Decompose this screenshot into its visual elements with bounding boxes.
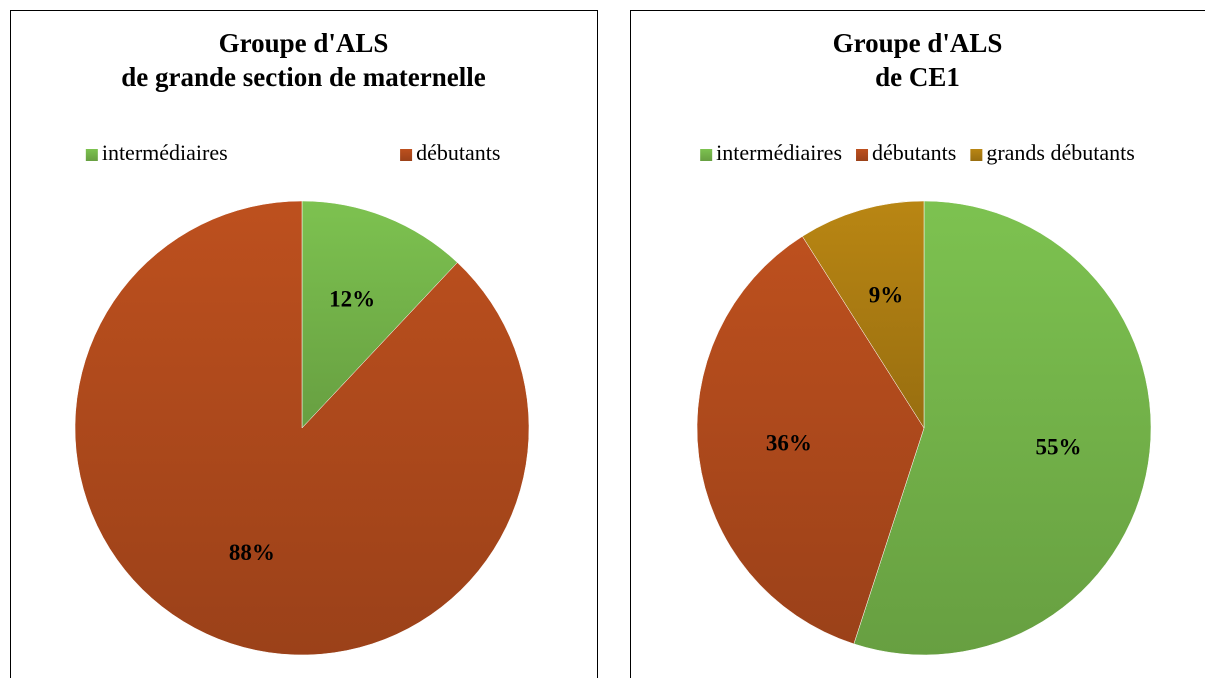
- legend-swatch: [970, 149, 983, 161]
- legend-label: débutants: [872, 140, 956, 165]
- panel-frame: [630, 10, 1205, 678]
- legend-swatch: [400, 149, 413, 161]
- chart-title: Groupe d'ALS: [833, 28, 1003, 58]
- pie-slice: [301, 200, 458, 429]
- pie-slice: [74, 200, 530, 656]
- legend-swatch: [700, 149, 713, 161]
- data-label: 12%: [329, 287, 375, 312]
- data-label: 88%: [229, 540, 275, 565]
- pie-slice: [853, 200, 1152, 656]
- data-label: 55%: [1036, 435, 1082, 460]
- legend-swatch: [856, 149, 869, 161]
- legend-label: débutants: [416, 140, 500, 165]
- chart-title: de grande section de maternelle: [121, 62, 485, 92]
- pie-slice: [802, 200, 925, 429]
- chart-title: de CE1: [875, 62, 960, 92]
- data-label: 36%: [766, 430, 812, 455]
- legend-swatch: [85, 149, 98, 161]
- chart-title: Groupe d'ALS: [219, 28, 389, 58]
- pie-slice: [696, 235, 925, 645]
- panel-frame: [10, 10, 598, 678]
- legend-label: intermédiaires: [716, 140, 842, 165]
- legend-label: grands débutants: [986, 140, 1134, 165]
- legend-label: intermédiaires: [102, 140, 228, 165]
- data-label: 9%: [869, 282, 904, 307]
